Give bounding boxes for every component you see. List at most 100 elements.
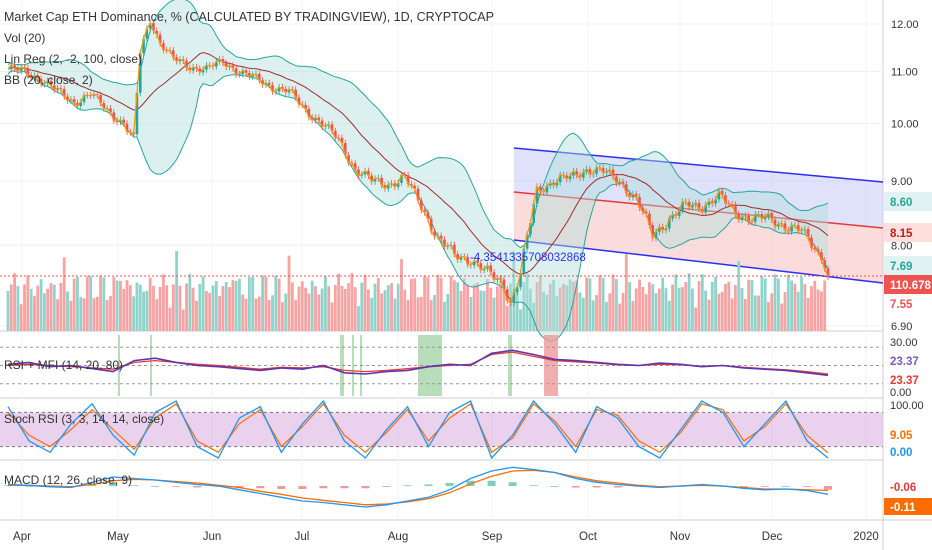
- volume-bar: [409, 278, 413, 331]
- candle-body: [357, 169, 360, 176]
- candle-body: [482, 268, 486, 271]
- volume-bar: [753, 295, 757, 331]
- plot-area: [0, 0, 883, 550]
- volume-bar: [102, 277, 106, 331]
- volume-bar: [486, 278, 489, 331]
- candle-body: [565, 175, 569, 180]
- candle-body: [82, 95, 86, 102]
- volume-bar: [611, 274, 615, 331]
- candle-body: [241, 70, 245, 75]
- volume-bar: [211, 285, 215, 331]
- volume-bar: [532, 302, 536, 331]
- candle-body: [486, 265, 489, 269]
- volume-bar: [499, 275, 503, 331]
- volume-bar: [763, 278, 767, 331]
- candle-body: [790, 225, 793, 232]
- volume-bar: [671, 284, 674, 331]
- macd-histogram-bar: [193, 486, 202, 488]
- candle-body: [552, 182, 555, 186]
- candle-body: [119, 119, 122, 123]
- volume-bar: [152, 285, 155, 331]
- candle-body: [783, 223, 787, 231]
- volume-bar: [112, 277, 116, 331]
- volume-bar: [644, 294, 648, 331]
- price-labels: 8.60 8.15 7.69 110.678 7.55 23.37 23.37 9.05 0.0…: [884, 192, 932, 515]
- macd-histogram-bar: [277, 486, 286, 489]
- candle-body: [585, 169, 588, 172]
- macd-histogram-bar: [256, 486, 265, 489]
- x-tick-label: Sep: [482, 531, 502, 543]
- candle-body: [185, 60, 188, 68]
- volume-bar: [135, 282, 139, 331]
- volume-bar: [429, 300, 433, 331]
- candle-body: [770, 212, 774, 220]
- volume-bar: [621, 292, 625, 331]
- candle-body: [522, 248, 526, 274]
- volume-bar: [433, 294, 436, 331]
- candle-body: [257, 73, 261, 81]
- volume-bar: [23, 284, 26, 331]
- volume-bar: [452, 280, 456, 331]
- volume-bar: [271, 295, 274, 331]
- candle-body: [529, 222, 532, 235]
- volume-bar: [674, 274, 678, 331]
- candle-body: [16, 68, 20, 71]
- volume-bar: [568, 279, 572, 331]
- volume-bar: [185, 283, 188, 331]
- volume-bar: [720, 291, 724, 331]
- candle-body: [56, 88, 59, 90]
- volume-bar: [204, 291, 208, 331]
- candle-body: [667, 218, 671, 229]
- volume-bar: [634, 288, 638, 331]
- candle-body: [363, 170, 367, 175]
- candle-body: [99, 95, 102, 104]
- volume-bar: [393, 298, 397, 331]
- volume-bar: [614, 279, 618, 331]
- candle-body: [519, 273, 522, 287]
- candle-body: [158, 34, 162, 44]
- volume-bar: [416, 297, 420, 331]
- volume-bar: [439, 277, 443, 331]
- candle-body: [489, 265, 493, 273]
- volume-bar: [565, 285, 569, 331]
- price-label-box: [884, 294, 932, 313]
- volume-bar: [819, 291, 823, 331]
- volume-bar: [373, 283, 377, 331]
- volume-bar: [297, 286, 301, 331]
- volume-bar: [380, 293, 384, 331]
- candle-body: [453, 244, 456, 255]
- candle-body: [697, 202, 701, 210]
- candle-body: [496, 278, 499, 280]
- volume-bar: [105, 300, 109, 331]
- volume-bar: [466, 284, 469, 331]
- candle-body: [112, 112, 116, 121]
- candle-body: [806, 229, 810, 238]
- volume-bar: [99, 275, 102, 331]
- volume-bar: [700, 274, 704, 331]
- candle-body: [701, 209, 704, 213]
- candle-body: [813, 247, 817, 250]
- volume-bar: [109, 295, 112, 331]
- volume-bar: [158, 286, 162, 331]
- volume-bar: [360, 282, 364, 331]
- candle-body: [714, 199, 717, 204]
- candle-body: [601, 168, 605, 173]
- volume-bar: [740, 287, 744, 331]
- volume-bar: [95, 296, 99, 331]
- volume-bar: [284, 293, 288, 331]
- volume-bar: [238, 278, 241, 331]
- candle-body: [46, 80, 49, 84]
- stoch-title: Stoch RSI (3, 3, 14, 14, close): [4, 412, 164, 426]
- volume-bar: [132, 296, 136, 331]
- volume-bar: [363, 274, 367, 331]
- candle-body: [39, 78, 43, 85]
- volume-bar: [648, 282, 651, 331]
- candle-body: [648, 213, 651, 226]
- volume-bar: [734, 284, 737, 331]
- macd-histogram-bar: [613, 486, 622, 488]
- candle-body: [704, 204, 707, 213]
- volume-bar: [419, 296, 423, 331]
- linreg-mid-line: [513, 191, 884, 229]
- volume-bar: [350, 273, 354, 331]
